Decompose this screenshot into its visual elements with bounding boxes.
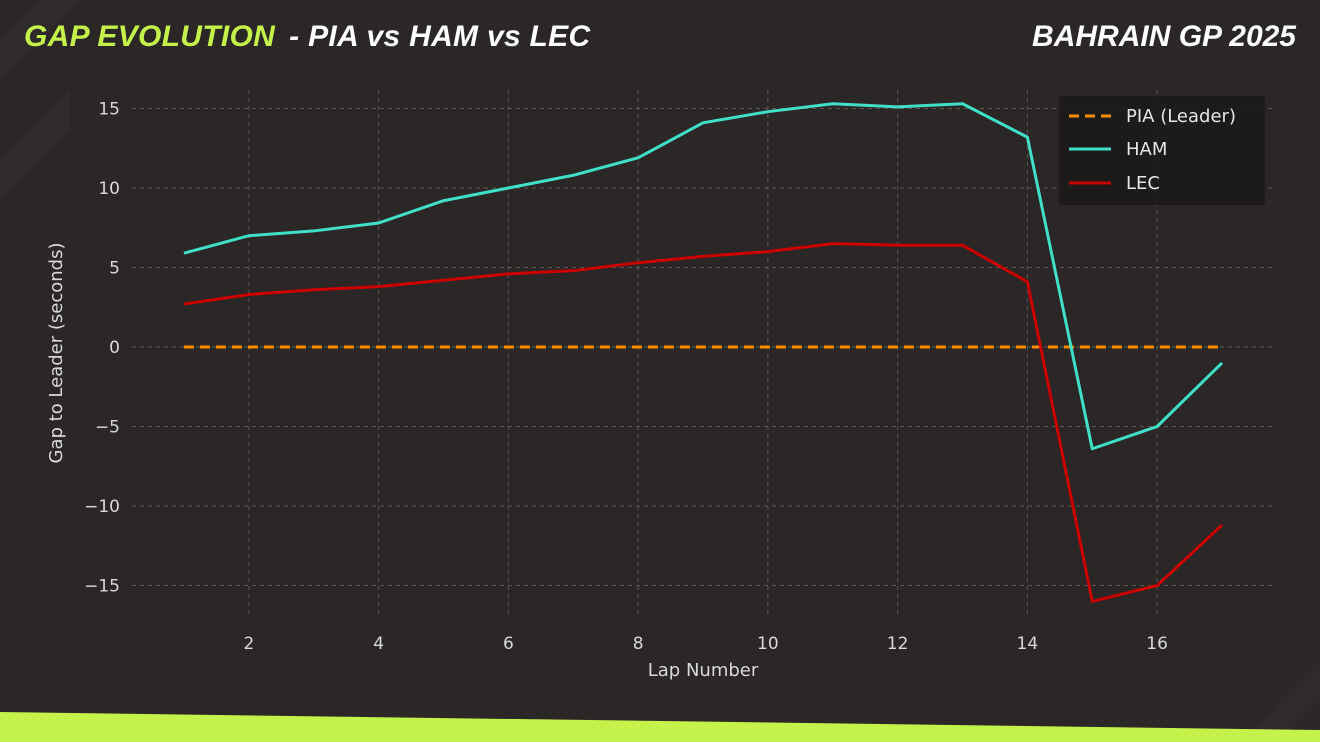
y-axis-ticks: 15 10 5 0 −5 −10 −15 — [84, 100, 120, 597]
x-tick-label: 6 — [503, 634, 514, 654]
event-name: BAHRAIN GP 2025 — [1032, 20, 1296, 53]
title-accent: GAP EVOLUTION — [24, 20, 276, 53]
series-line-ham — [183, 102, 1224, 451]
y-tick-label: −15 — [84, 577, 120, 597]
y-tick-label: 0 — [109, 338, 120, 358]
x-tick-label: 10 — [757, 634, 779, 654]
legend: PIA (Leader) HAM LEC — [1059, 96, 1265, 205]
legend-label-pia: PIA (Leader) — [1126, 106, 1236, 127]
series-line-lec — [183, 242, 1224, 603]
y-axis-label: Gap to Leader (seconds) — [46, 243, 67, 464]
x-tick-label: 4 — [373, 634, 384, 654]
y-tick-label: −5 — [95, 418, 120, 438]
x-tick-label: 12 — [887, 634, 909, 654]
y-tick-label: 10 — [98, 179, 120, 199]
x-tick-label: 8 — [633, 634, 644, 654]
x-tick-label: 16 — [1146, 634, 1168, 654]
legend-label-lec: LEC — [1126, 173, 1160, 194]
x-axis-label: Lap Number — [648, 660, 759, 681]
x-axis-ticks: 2 4 6 8 10 12 14 16 — [243, 634, 1167, 654]
y-tick-label: 15 — [98, 100, 120, 120]
data-lines — [183, 102, 1224, 603]
y-tick-label: 5 — [109, 259, 120, 279]
footer-accent-bar — [0, 712, 1320, 742]
x-tick-label: 2 — [243, 634, 254, 654]
title-subtitle: - PIA vs HAM vs LEC — [289, 20, 591, 53]
y-tick-label: −10 — [84, 497, 120, 517]
x-tick-label: 14 — [1017, 634, 1039, 654]
chart-header: GAP EVOLUTION - PIA vs HAM vs LEC — [24, 20, 590, 54]
legend-label-ham: HAM — [1126, 139, 1167, 160]
